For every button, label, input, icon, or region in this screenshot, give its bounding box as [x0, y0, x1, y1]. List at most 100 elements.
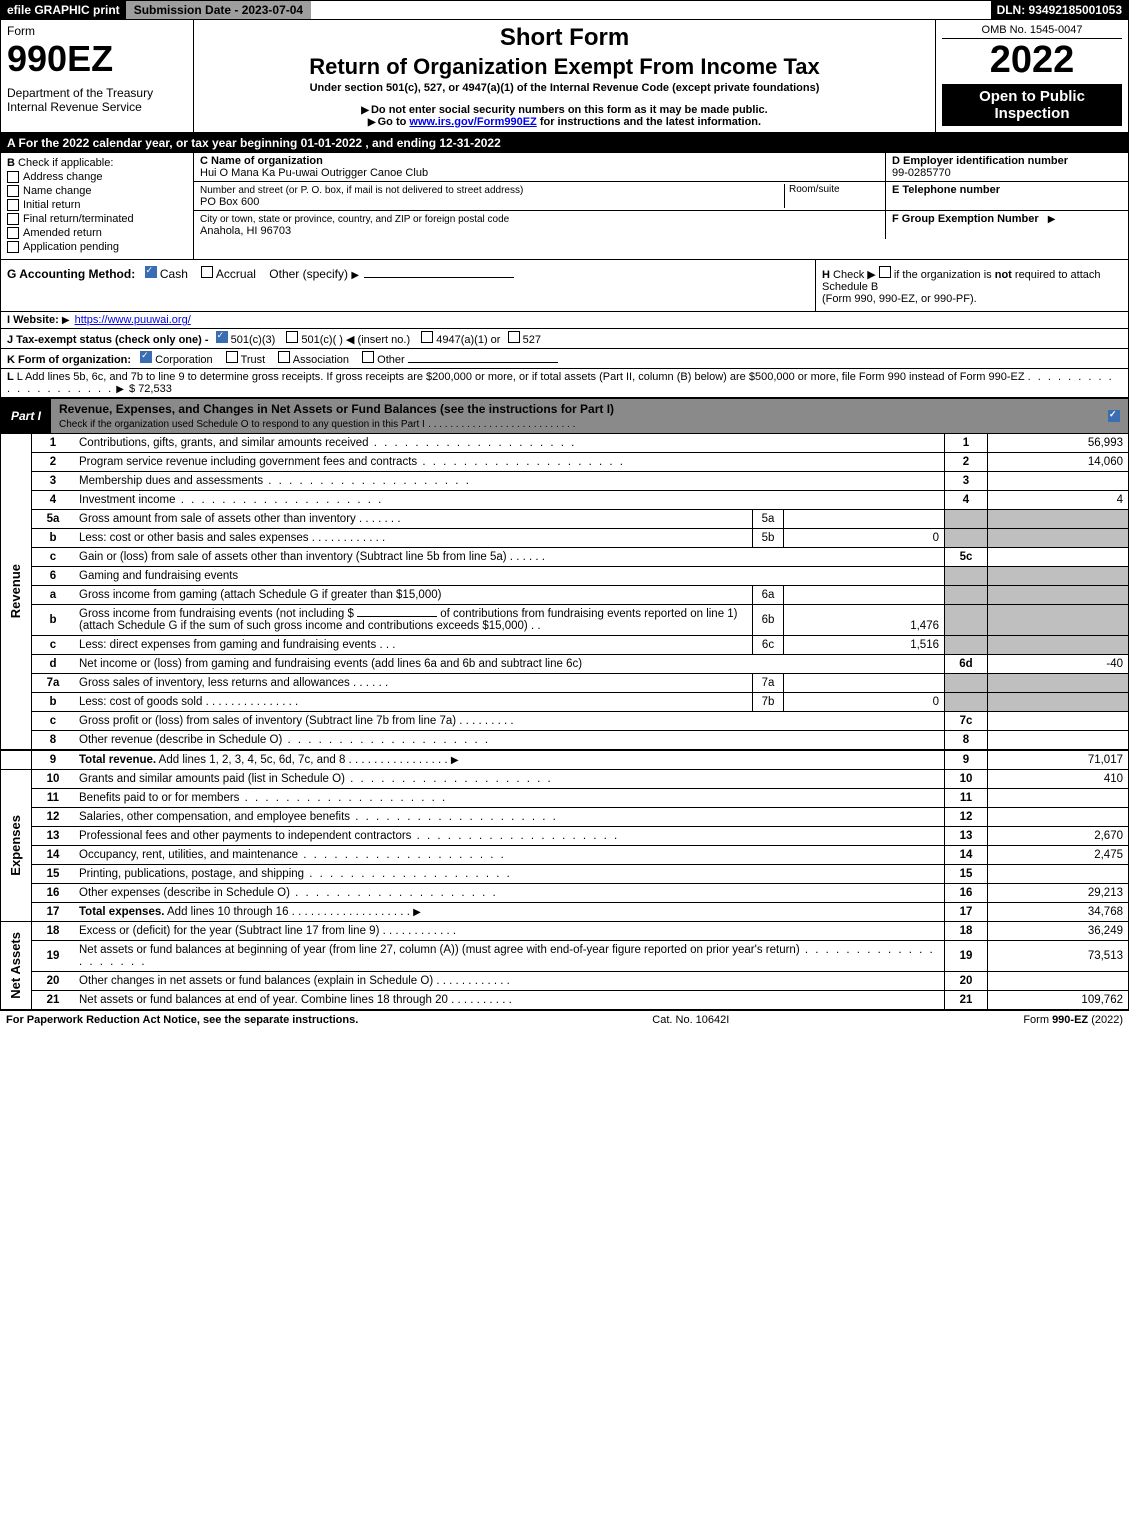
- checkbox-icon[interactable]: [508, 331, 520, 343]
- row-k-org-form: K Form of organization: Corporation Trus…: [0, 349, 1129, 369]
- line-6d: d Net income or (loss) from gaming and f…: [1, 655, 1129, 674]
- city-value: Anahola, HI 96703: [200, 225, 291, 237]
- h-label: H: [822, 269, 830, 281]
- i-label: I Website:: [7, 314, 62, 326]
- check-amended-return[interactable]: Amended return: [7, 227, 187, 239]
- header-right: OMB No. 1545-0047 2022 Open to Public In…: [936, 20, 1128, 132]
- checkbox-icon[interactable]: [226, 351, 238, 363]
- arrow-icon: [351, 267, 361, 281]
- j-501c3: 501(c)(3): [231, 334, 276, 346]
- checkbox-checked-icon[interactable]: [1108, 410, 1120, 422]
- room-suite-label: Room/suite: [784, 184, 879, 208]
- line-5b: b Less: cost or other basis and sales ex…: [1, 529, 1129, 548]
- checkbox-icon[interactable]: [879, 266, 891, 278]
- arrow-icon: [1048, 213, 1058, 225]
- net-assets-side-label: Net Assets: [6, 930, 25, 1001]
- check-if-applicable: Check if applicable:: [18, 157, 113, 169]
- form-label: Form: [7, 24, 187, 38]
- check-name-change[interactable]: Name change: [7, 185, 187, 197]
- accrual-label: Accrual: [216, 267, 256, 281]
- irs-label: Internal Revenue Service: [7, 100, 187, 114]
- line-19: 19 Net assets or fund balances at beginn…: [1, 941, 1129, 972]
- group-exemption-cell: F Group Exemption Number: [885, 211, 1128, 239]
- org-name-cell: C Name of organization Hui O Mana Ka Pu-…: [194, 153, 885, 181]
- submission-date: Submission Date - 2023-07-04: [126, 1, 311, 19]
- line-16: 16 Other expenses (describe in Schedule …: [1, 884, 1129, 903]
- street-label: Number and street (or P. O. box, if mail…: [200, 185, 523, 196]
- line-13: 13 Professional fees and other payments …: [1, 827, 1129, 846]
- line-15: 15 Printing, publications, postage, and …: [1, 865, 1129, 884]
- irs-link[interactable]: www.irs.gov/Form990EZ: [409, 116, 536, 128]
- page-footer: For Paperwork Reduction Act Notice, see …: [0, 1010, 1129, 1029]
- d-label: D Employer identification number: [892, 155, 1068, 167]
- checkbox-icon: [7, 199, 19, 211]
- arrow-icon: [413, 906, 423, 918]
- k-label: K Form of organization:: [7, 354, 131, 366]
- line-3: 3 Membership dues and assessments 3: [1, 472, 1129, 491]
- k-other-line: [408, 362, 558, 363]
- line-7c: c Gross profit or (loss) from sales of i…: [1, 712, 1129, 731]
- line-1: Revenue 1 Contributions, gifts, grants, …: [1, 434, 1129, 453]
- revenue-side-label: Revenue: [6, 562, 25, 620]
- h-check-text: Check ▶: [833, 269, 876, 281]
- part1-tab: Part I: [1, 406, 51, 426]
- f-label: F Group Exemption Number: [892, 213, 1039, 225]
- l-amount: $ 72,533: [129, 383, 172, 395]
- check-address-change[interactable]: Address change: [7, 171, 187, 183]
- checkbox-icon[interactable]: [278, 351, 290, 363]
- line-8: 8 Other revenue (describe in Schedule O)…: [1, 731, 1129, 751]
- j-label: J Tax-exempt status (check only one) -: [7, 334, 209, 346]
- line-10: Expenses 10 Grants and similar amounts p…: [1, 770, 1129, 789]
- checkbox-checked-icon[interactable]: [216, 331, 228, 343]
- city-label: City or town, state or province, country…: [200, 214, 509, 225]
- row-i-website: I Website: https://www.puuwai.org/: [0, 312, 1129, 329]
- j-527: 527: [523, 334, 541, 346]
- website-url[interactable]: https://www.puuwai.org/: [75, 314, 191, 326]
- tax-year: 2022: [942, 39, 1122, 82]
- checkbox-checked-icon[interactable]: [145, 266, 157, 278]
- checkbox-icon[interactable]: [362, 351, 374, 363]
- ein-value: 99-0285770: [892, 167, 951, 179]
- check-application-pending[interactable]: Application pending: [7, 241, 187, 253]
- k-other: Other: [377, 354, 405, 366]
- no-ssn-text: Do not enter social security numbers on …: [200, 104, 929, 116]
- line-6a: a Gross income from gaming (attach Sched…: [1, 586, 1129, 605]
- check-final-return[interactable]: Final return/terminated: [7, 213, 187, 225]
- g-label: G Accounting Method:: [7, 267, 135, 281]
- short-form-title: Short Form: [200, 24, 929, 52]
- h-text3: (Form 990, 990-EZ, or 990-PF).: [822, 293, 977, 305]
- section-b: B Check if applicable: Address change Na…: [1, 153, 194, 259]
- k-trust: Trust: [241, 354, 266, 366]
- c-label: C Name of organization: [200, 155, 323, 167]
- other-specify-line: [364, 277, 514, 278]
- row-j-tax-exempt: J Tax-exempt status (check only one) - 5…: [0, 329, 1129, 349]
- under-section-text: Under section 501(c), 527, or 4947(a)(1)…: [200, 82, 929, 94]
- checkbox-icon[interactable]: [201, 266, 213, 278]
- form-rev: Form 990-EZ (2022): [1023, 1014, 1123, 1026]
- arrow-icon: [368, 116, 378, 128]
- l-text: L Add lines 5b, 6c, and 7b to line 9 to …: [17, 371, 1025, 383]
- lines-table: Revenue 1 Contributions, gifts, grants, …: [0, 434, 1129, 1010]
- expenses-side-label: Expenses: [6, 813, 25, 878]
- city-cell: City or town, state or province, country…: [194, 211, 885, 239]
- line-6: 6 Gaming and fundraising events: [1, 567, 1129, 586]
- line-21: 21 Net assets or fund balances at end of…: [1, 991, 1129, 1010]
- part1-sub: Check if the organization used Schedule …: [59, 419, 425, 430]
- form-number: 990EZ: [7, 38, 187, 80]
- j-4947: 4947(a)(1) or: [436, 334, 500, 346]
- line-2: 2 Program service revenue including gove…: [1, 453, 1129, 472]
- omb-number: OMB No. 1545-0047: [942, 24, 1122, 39]
- open-public-box: Open to Public Inspection: [942, 84, 1122, 126]
- checkbox-icon[interactable]: [421, 331, 433, 343]
- part1-header: Part I Revenue, Expenses, and Changes in…: [0, 398, 1129, 434]
- arrow-icon: [451, 754, 461, 766]
- check-initial-return[interactable]: Initial return: [7, 199, 187, 211]
- line-5c: c Gain or (loss) from sale of assets oth…: [1, 548, 1129, 567]
- checkbox-checked-icon[interactable]: [140, 351, 152, 363]
- line-20: 20 Other changes in net assets or fund b…: [1, 972, 1129, 991]
- header-left: Form 990EZ Department of the Treasury In…: [1, 20, 194, 132]
- k-corp: Corporation: [155, 354, 212, 366]
- org-name: Hui O Mana Ka Pu-uwai Outrigger Canoe Cl…: [200, 167, 428, 179]
- return-title: Return of Organization Exempt From Incom…: [200, 54, 929, 80]
- checkbox-icon[interactable]: [286, 331, 298, 343]
